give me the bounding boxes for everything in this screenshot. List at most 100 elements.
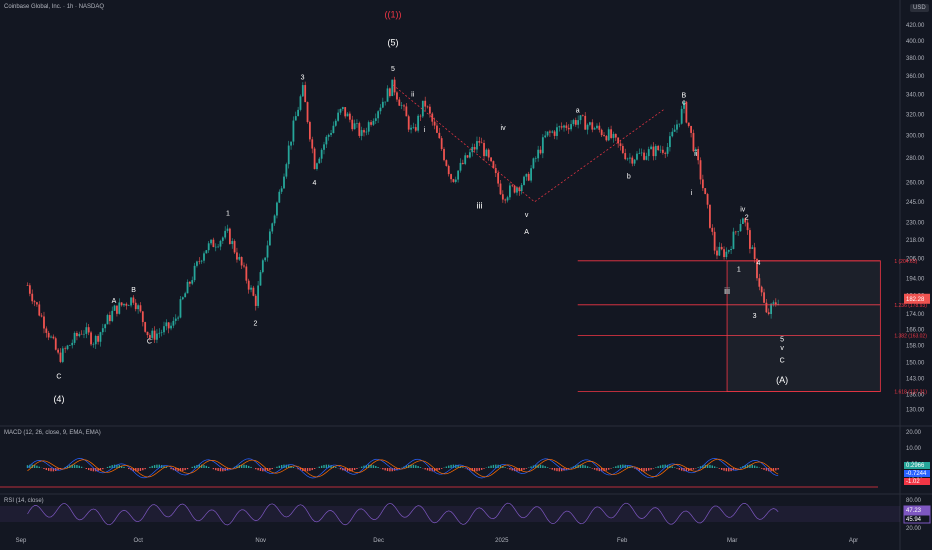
macd-histogram-bar: [259, 468, 262, 471]
candle-body: [436, 125, 438, 133]
macd-histogram-bar: [73, 464, 76, 468]
chart-title: Coinbase Global, Inc. · 1h · NASDAQ: [4, 4, 105, 10]
candle-body: [198, 261, 201, 263]
macd-histogram-bar: [582, 464, 584, 468]
macd-histogram-bar: [520, 468, 523, 471]
macd-histogram-bar: [278, 465, 280, 468]
macd-histogram-bar: [342, 468, 344, 471]
candle-body: [264, 257, 267, 261]
candle-body: [228, 228, 231, 245]
macd-histogram-bar: [236, 465, 238, 468]
macd-histogram-bar: [410, 464, 412, 468]
wave-label: 1: [737, 267, 741, 274]
macd-histogram-bar: [325, 464, 328, 468]
candle-body: [240, 257, 243, 266]
macd-histogram-bar: [598, 468, 601, 472]
candle-body: [546, 131, 549, 136]
candle-body: [610, 129, 612, 138]
macd-value-tag: [904, 462, 930, 469]
macd-histogram-bar: [149, 466, 151, 468]
candle-body: [219, 240, 222, 247]
macd-tick-label: 20.00: [906, 430, 922, 436]
candle-body: [763, 292, 765, 303]
candle-body: [516, 187, 518, 193]
wave-label: 3: [753, 313, 757, 320]
macd-histogram-bar: [243, 464, 245, 468]
macd-histogram-bar: [405, 465, 408, 468]
macd-histogram-bar: [751, 464, 753, 468]
price-tick-label: 340.00: [906, 92, 925, 98]
macd-histogram-bar: [31, 464, 33, 468]
macd-histogram-bar: [222, 468, 224, 472]
candle-body: [621, 145, 624, 154]
candle-body: [207, 243, 210, 251]
macd-histogram-bar: [85, 468, 88, 470]
wave-label: A: [112, 298, 117, 305]
candle-body: [71, 342, 74, 346]
macd-tick-label: 10.00: [906, 446, 922, 452]
candle-body: [414, 127, 417, 131]
macd-histogram-bar: [139, 468, 142, 471]
candle-body: [676, 124, 678, 130]
macd-histogram-bar: [344, 468, 346, 472]
candle-body: [619, 143, 622, 146]
candle-body: [614, 133, 617, 138]
candle-body: [287, 145, 290, 165]
fib-level-label: 1.382 (163.02): [894, 333, 927, 339]
candle-body: [718, 246, 721, 256]
macd-histogram-bar: [760, 468, 763, 469]
wave-label: 5: [780, 336, 784, 343]
candle-body: [379, 107, 382, 112]
macd-histogram-bar: [205, 465, 208, 468]
currency-badge[interactable]: USD: [910, 4, 929, 12]
macd-histogram-bar: [309, 468, 311, 471]
candle-body: [170, 325, 172, 329]
macd-histogram-bar: [43, 468, 45, 469]
macd-histogram-bar: [57, 468, 59, 471]
candle-body: [664, 152, 667, 154]
macd-histogram-bar: [511, 468, 513, 471]
candle-body: [551, 131, 554, 133]
candle-body: [276, 202, 278, 216]
macd-histogram-bar: [612, 467, 615, 468]
macd-histogram-bar: [182, 468, 184, 471]
candle-body: [433, 121, 436, 126]
candle-body: [116, 305, 118, 314]
macd-histogram-bar: [142, 468, 144, 471]
macd-histogram-bar: [495, 464, 497, 468]
candle-body: [372, 120, 375, 125]
macd-histogram-bar: [165, 466, 168, 468]
macd-histogram-bar: [659, 465, 662, 468]
macd-histogram-bar: [699, 466, 702, 468]
macd-histogram-bar: [558, 468, 561, 472]
wave-label: a: [576, 107, 580, 114]
candle-body: [113, 305, 116, 311]
wave-label: i: [691, 190, 693, 197]
macd-histogram-bar: [753, 465, 756, 468]
macd-histogram-bar: [509, 468, 511, 470]
candle-body: [325, 136, 328, 145]
candle-body: [499, 183, 502, 195]
time-tick-label: Mar: [727, 538, 737, 544]
macd-histogram-bar: [123, 466, 125, 468]
candle-body: [257, 285, 260, 306]
candle-body: [363, 130, 365, 133]
candle-body: [480, 142, 483, 144]
candle-body: [36, 302, 38, 305]
macd-histogram-bar: [38, 466, 40, 468]
candle-body: [271, 223, 274, 232]
macd-histogram-bar: [643, 468, 645, 472]
macd-histogram-bar: [389, 468, 391, 472]
macd-histogram-bar: [370, 464, 372, 468]
macd-histogram-bar: [480, 468, 483, 470]
candle-body: [720, 246, 723, 250]
macd-histogram-bar: [311, 468, 313, 471]
macd-value-tag: [904, 470, 930, 477]
candle-body: [483, 143, 485, 157]
candle-body: [403, 105, 405, 107]
macd-histogram-bar: [304, 468, 306, 472]
candle-body: [196, 261, 198, 266]
price-tick-label: 158.00: [906, 344, 925, 350]
macd-histogram-bar: [135, 468, 137, 472]
